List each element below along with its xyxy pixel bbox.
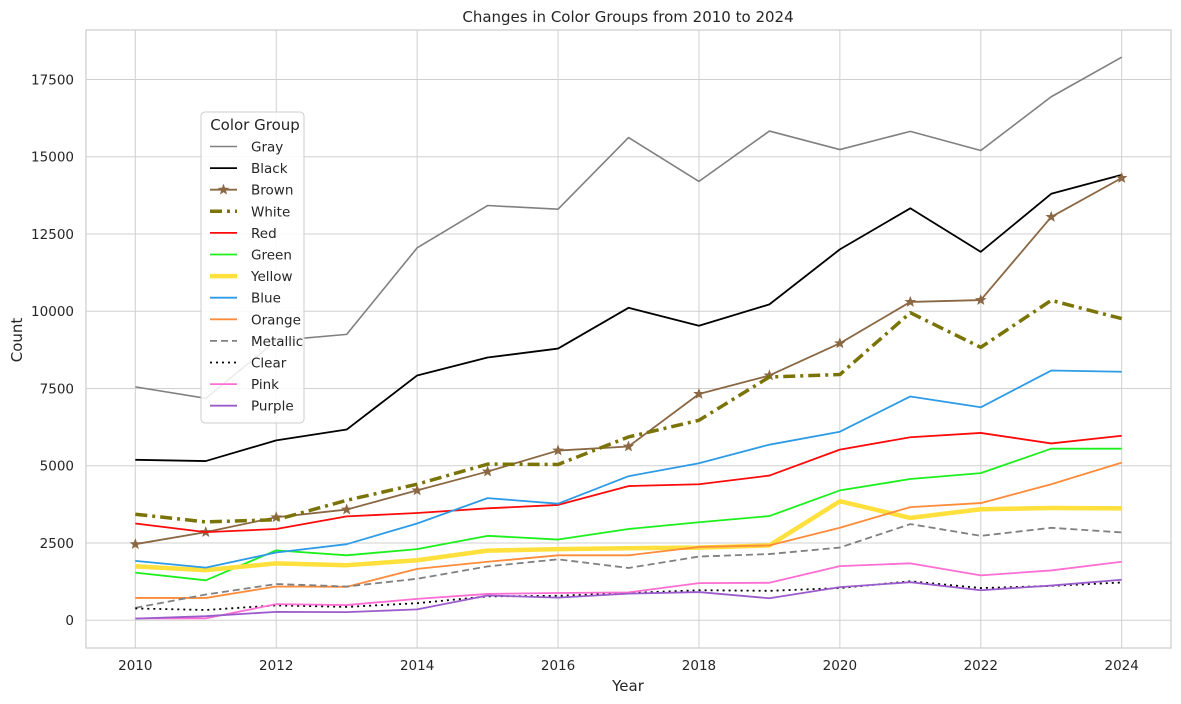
series-red <box>135 432 1122 534</box>
legend-entry-black: Black <box>210 161 288 177</box>
y-tick-label: 7500 <box>40 381 74 397</box>
data-point-brown <box>1045 210 1057 222</box>
y-tick-label: 2500 <box>40 536 74 552</box>
series-white <box>135 298 1123 524</box>
legend-label-clear: Clear <box>251 356 287 372</box>
series-metallic <box>135 523 1122 609</box>
series-clear <box>135 580 1122 611</box>
series-line-pink <box>135 560 1122 620</box>
data-point-brown <box>270 511 282 523</box>
x-axis-label: Year <box>611 677 645 695</box>
legend-entry-red: Red <box>210 226 277 242</box>
data-point-brown <box>340 503 353 515</box>
legend-label-white: White <box>251 204 290 220</box>
series-line-purple <box>135 578 1122 620</box>
legend-entry-brown: Brown <box>210 183 293 199</box>
legend-entry-orange: Orange <box>210 312 301 328</box>
legend: Color Group Gray Black Brown White Red Green Y… <box>200 111 305 424</box>
legend-label-purple: Purple <box>251 399 294 415</box>
legend-label-red: Red <box>251 226 277 242</box>
legend-entry-white: White <box>210 204 290 220</box>
x-tick-labels: 2010 2012 2014 2016 2018 2020 2022 2024 <box>118 658 1139 674</box>
series-line-green <box>135 447 1122 582</box>
data-point-brown <box>622 440 635 452</box>
x-tick-label: 2016 <box>541 658 575 674</box>
data-point-brown <box>834 337 846 349</box>
x-tick-label: 2014 <box>400 658 434 674</box>
x-tick-label: 2010 <box>118 658 152 674</box>
y-tick-label: 12500 <box>31 227 74 243</box>
legend-entry-green: Green <box>210 248 292 264</box>
y-tick-label: 17500 <box>31 72 74 88</box>
legend-label-blue: Blue <box>251 291 281 307</box>
y-tick-labels: 0 2500 5000 7500 10000 12500 15000 17500 <box>31 72 74 629</box>
series-line-black <box>135 174 1122 462</box>
legend-label-green: Green <box>251 248 292 264</box>
y-tick-label: 15000 <box>31 150 74 166</box>
series-line-orange <box>135 461 1122 599</box>
data-point-brown <box>129 538 142 550</box>
y-axis-label: Count <box>8 318 26 363</box>
legend-entry-clear: Clear <box>210 356 287 372</box>
y-tick-label: 0 <box>65 613 74 629</box>
legend-label-pink: Pink <box>251 377 279 393</box>
legend-title: Color Group <box>210 116 300 134</box>
data-point-brown <box>693 387 705 399</box>
data-point-brown <box>904 295 917 307</box>
legend-entry-metallic: Metallic <box>210 334 303 350</box>
series-line-clear <box>135 580 1122 611</box>
plot-frame <box>85 29 1172 649</box>
data-point-brown <box>481 465 494 477</box>
legend-label-brown: Brown <box>251 183 293 199</box>
series-purple <box>135 578 1122 620</box>
legend-entry-yellow: Yellow <box>210 269 293 285</box>
legend-label-black: Black <box>251 161 288 177</box>
legend-entry-pink: Pink <box>210 377 279 393</box>
x-tick-label: 2012 <box>259 658 293 674</box>
y-tick-label: 5000 <box>40 459 74 475</box>
x-tick-label: 2020 <box>823 658 857 674</box>
series-line-yellow <box>135 498 1122 573</box>
legend-label-orange: Orange <box>251 312 301 328</box>
x-tick-label: 2024 <box>1105 658 1139 674</box>
series-green <box>135 447 1122 582</box>
series-blue <box>135 369 1122 569</box>
legend-entry-purple: Purple <box>210 399 294 415</box>
data-point-brown <box>975 294 987 305</box>
legend-marker-brown <box>217 183 230 195</box>
x-tick-label: 2022 <box>964 658 998 674</box>
series-line-red <box>135 432 1122 534</box>
series-yellow <box>135 498 1122 573</box>
series-black <box>135 174 1122 462</box>
chart-title: Changes in Color Groups from 2010 to 202… <box>462 8 793 26</box>
series-line-metallic <box>135 523 1122 609</box>
legend-label-gray: Gray <box>251 140 283 156</box>
series-line-blue <box>135 369 1122 569</box>
data-point-brown <box>552 444 564 456</box>
data-point-brown <box>1115 171 1128 183</box>
data-point-brown <box>411 484 423 496</box>
series-line-white <box>135 298 1123 524</box>
x-tick-label: 2018 <box>682 658 716 674</box>
series-pink <box>135 560 1122 620</box>
legend-label-yellow: Yellow <box>250 269 293 285</box>
legend-entries: Gray Black Brown White Red Green Yellow Blue Ora… <box>210 140 303 415</box>
y-tick-label: 10000 <box>31 304 74 320</box>
legend-entry-blue: Blue <box>210 291 281 307</box>
legend-entry-gray: Gray <box>210 140 283 156</box>
series-orange <box>135 461 1122 599</box>
legend-label-metallic: Metallic <box>251 334 303 350</box>
